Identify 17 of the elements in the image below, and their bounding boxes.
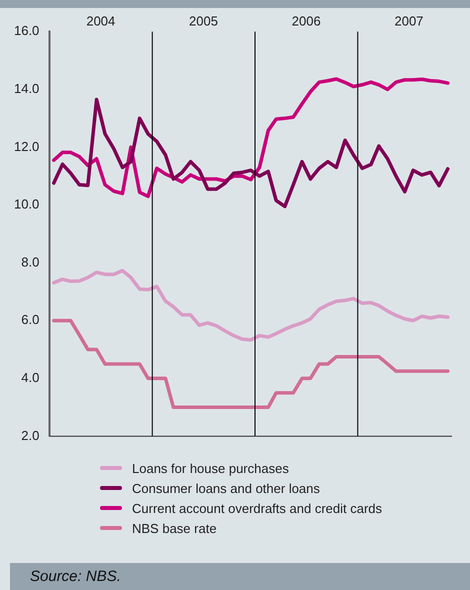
y-tick-label: 16.0 [14,23,40,38]
legend-label: Current account overdrafts and credit cards [132,500,382,516]
y-tick-label: 2.0 [21,428,40,443]
legend-label: NBS base rate [132,520,217,536]
x-tick-label: 2006 [292,13,321,28]
y-tick-label: 14.0 [14,80,40,96]
source-note: Source: NBS. [30,568,121,585]
y-tick-label: 8.0 [21,254,40,270]
x-tick-label: 2005 [189,13,218,28]
x-tick-label: 2004 [86,13,116,28]
x-tick-label: 2007 [394,13,424,28]
legend-label: Loans for house purchases [132,460,289,476]
y-tick-label: 6.0 [21,312,40,328]
legend-label: Consumer loans and other loans [132,480,320,496]
y-tick-label: 12.0 [14,138,40,154]
y-tick-label: 4.0 [21,370,40,385]
y-tick-label: 10.0 [14,196,40,212]
